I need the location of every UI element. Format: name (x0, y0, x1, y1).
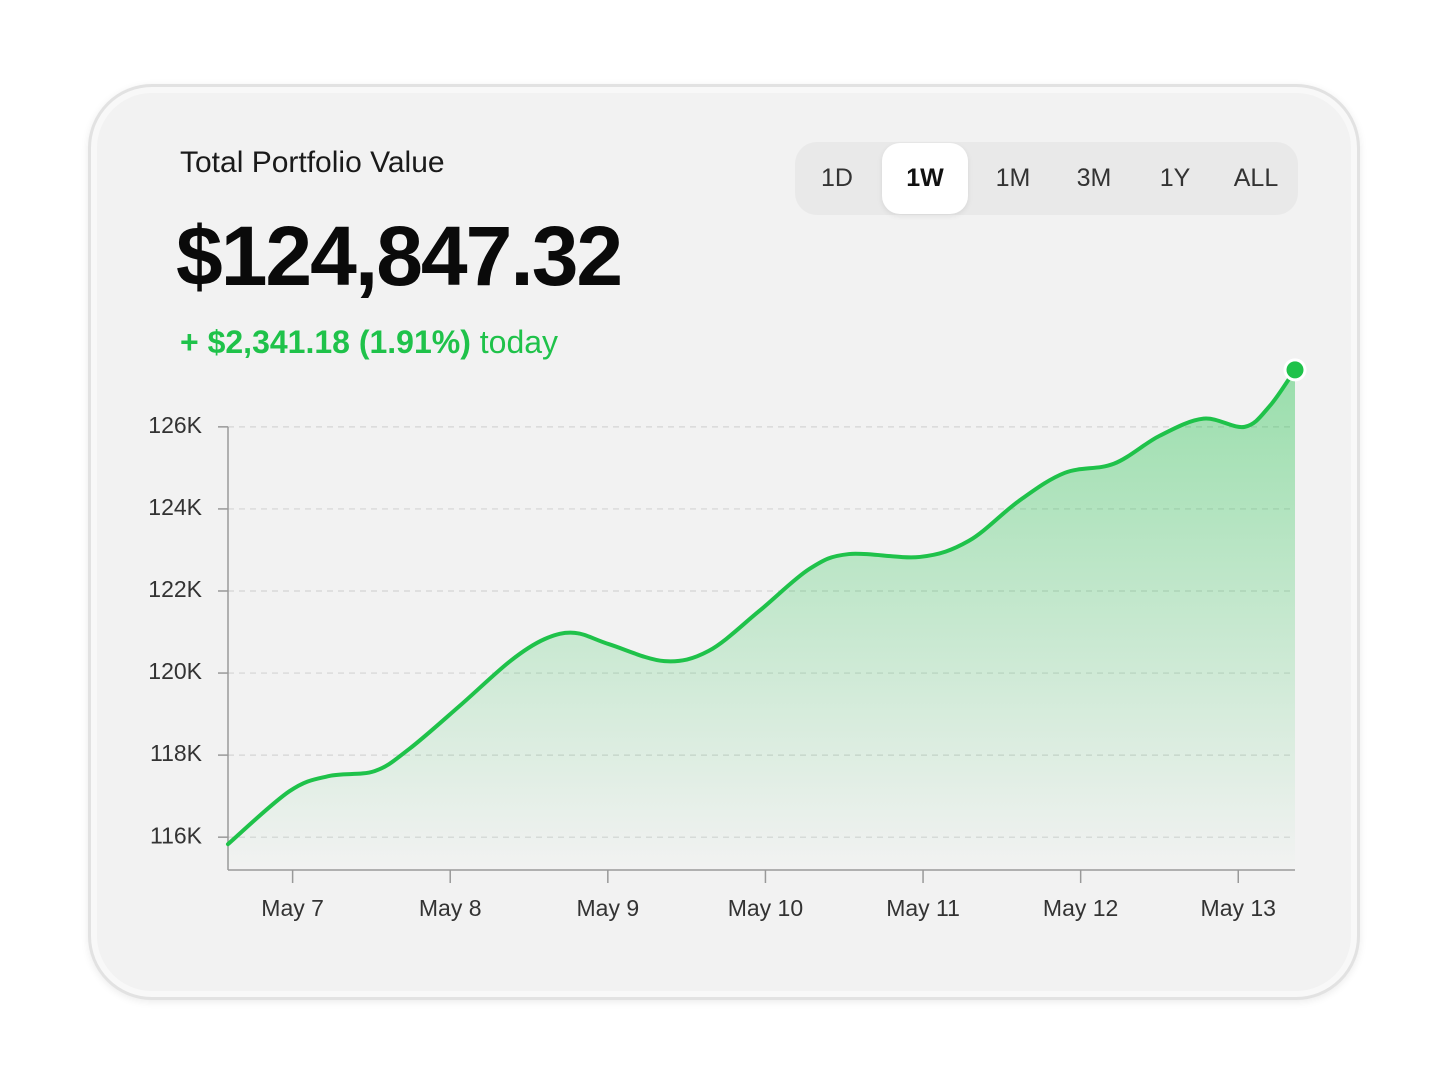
x-tick-label: May 12 (1043, 895, 1118, 921)
range-button[interactable]: 1D (821, 164, 853, 192)
area (228, 369, 1295, 870)
line (226, 367, 1297, 847)
range-button[interactable]: 3M (1076, 164, 1112, 192)
x-tick-label: May 7 (261, 895, 324, 921)
y-tick-label: 118K (150, 740, 203, 766)
x-tick-label: May 13 (1201, 895, 1276, 921)
y-tick-label: 120K (148, 658, 202, 684)
range-selector: 1D 1W 1M 3M 1Y ALL (795, 142, 1298, 215)
range-button[interactable]: 1Y (1159, 164, 1191, 192)
x-tick-label: May 10 (728, 895, 803, 921)
y-tick-label: 126K (148, 412, 202, 438)
range-button[interactable]: 1M (995, 164, 1031, 192)
y-tick-label: 122K (148, 576, 202, 602)
portfolio-value: $124,847.32 (176, 209, 623, 303)
end-point (1283, 358, 1307, 382)
range-button[interactable]: 1W (882, 143, 968, 214)
range-button[interactable]: ALL (1233, 164, 1279, 192)
y-tick-label: 116K (150, 822, 203, 848)
y-tick-label: 124K (148, 494, 202, 520)
x-tick-label: May 9 (577, 895, 640, 921)
change-amount: + $2,341.18 (1.91%) (180, 324, 471, 360)
x-tick-label: May 11 (886, 895, 960, 921)
change-line: + $2,341.18 (1.91%) today (180, 324, 558, 361)
portfolio-title: Total Portfolio Value (180, 146, 445, 179)
x-tick-label: May 8 (419, 895, 482, 921)
change-period: today (479, 324, 559, 360)
